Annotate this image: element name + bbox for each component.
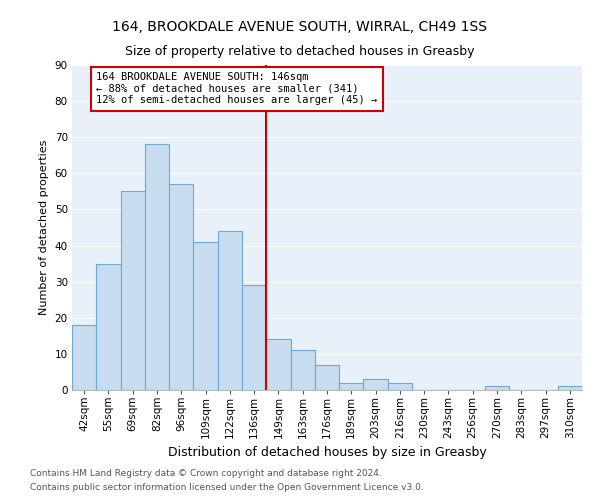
Bar	[315, 364, 339, 390]
Bar	[121, 192, 145, 390]
Bar	[388, 383, 412, 390]
X-axis label: Distribution of detached houses by size in Greasby: Distribution of detached houses by size …	[167, 446, 487, 459]
Bar	[218, 231, 242, 390]
Bar	[485, 386, 509, 390]
Bar	[145, 144, 169, 390]
Text: 164 BROOKDALE AVENUE SOUTH: 146sqm
← 88% of detached houses are smaller (341)
12: 164 BROOKDALE AVENUE SOUTH: 146sqm ← 88%…	[96, 72, 377, 106]
Text: Size of property relative to detached houses in Greasby: Size of property relative to detached ho…	[125, 45, 475, 58]
Bar	[193, 242, 218, 390]
Bar	[266, 340, 290, 390]
Bar	[290, 350, 315, 390]
Bar	[558, 386, 582, 390]
Bar	[169, 184, 193, 390]
Y-axis label: Number of detached properties: Number of detached properties	[39, 140, 49, 315]
Text: Contains public sector information licensed under the Open Government Licence v3: Contains public sector information licen…	[30, 484, 424, 492]
Bar	[242, 286, 266, 390]
Bar	[96, 264, 121, 390]
Bar	[72, 325, 96, 390]
Text: 164, BROOKDALE AVENUE SOUTH, WIRRAL, CH49 1SS: 164, BROOKDALE AVENUE SOUTH, WIRRAL, CH4…	[113, 20, 487, 34]
Bar	[339, 383, 364, 390]
Bar	[364, 379, 388, 390]
Text: Contains HM Land Registry data © Crown copyright and database right 2024.: Contains HM Land Registry data © Crown c…	[30, 468, 382, 477]
